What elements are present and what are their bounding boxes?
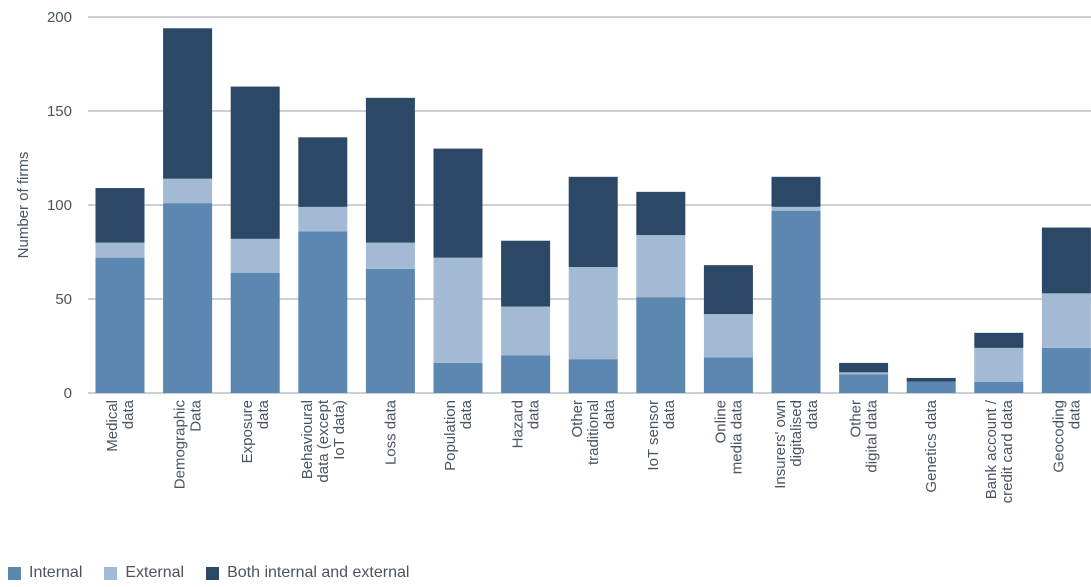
bar-segment <box>771 176 821 207</box>
legend-item: Internal <box>8 564 82 582</box>
bar-segment <box>365 242 415 269</box>
bar-segment <box>501 306 551 356</box>
x-tick-label: DemographicData <box>172 399 205 489</box>
bar-segment <box>974 381 1024 393</box>
legend-item: Both internal and external <box>206 564 409 582</box>
legend-swatch <box>206 566 220 580</box>
bar-segment <box>974 332 1024 348</box>
bar-segment <box>1041 347 1091 393</box>
bar-segment <box>230 238 280 273</box>
bar-segment <box>974 347 1024 382</box>
x-tick-label: Bank account /credit card data <box>983 399 1016 503</box>
bar-segment <box>501 240 551 307</box>
bar-segment <box>163 178 213 204</box>
bar-segment <box>433 257 483 363</box>
bar-segment <box>365 268 415 393</box>
bar-segment <box>163 203 213 393</box>
x-tick-label: Populationdata <box>442 399 475 471</box>
y-tick-labels: 0 50 100 150 200 <box>47 9 72 402</box>
y-tick-label: 0 <box>64 385 72 402</box>
x-tick-label: Loss data <box>382 399 399 465</box>
x-tick-label: Onlinemedia data <box>712 399 745 474</box>
legend-label: Internal <box>29 564 83 581</box>
legend-swatch <box>104 566 118 580</box>
x-tick-label: Otherdigital data <box>848 399 881 472</box>
bar-segment <box>365 97 415 243</box>
bar-segment <box>636 297 686 393</box>
x-tick-label: IoT sensordata <box>645 399 678 470</box>
bar-segment <box>839 374 889 393</box>
bar-segment <box>703 357 753 393</box>
bar-segment <box>636 191 686 236</box>
legend-label: External <box>125 564 185 581</box>
bar-segment <box>568 359 618 393</box>
bar-segment <box>95 257 145 393</box>
x-tick-labels: Medicaldata DemographicData Exposuredata Be… <box>104 399 1083 503</box>
y-axis-label: Number of firms <box>15 152 32 259</box>
x-tick-label: Exposuredata <box>239 399 272 463</box>
bar-segment <box>298 137 348 207</box>
bar-segment <box>771 206 821 211</box>
bar-segment <box>163 28 213 179</box>
x-tick-label: Genetics data <box>923 399 940 492</box>
bar-segment <box>568 267 618 360</box>
bar-segment <box>906 381 956 393</box>
x-tick-label: Insurers' owndigitaliseddata <box>772 399 821 488</box>
bar-segment <box>703 314 753 358</box>
bar-segment <box>839 362 889 373</box>
bar-segment <box>95 188 145 243</box>
bar-segment <box>703 265 753 315</box>
bar-segment <box>433 148 483 258</box>
bar-segment <box>636 235 686 298</box>
bar-segment <box>839 372 889 375</box>
bar-segment <box>230 86 280 239</box>
y-tick-label: 150 <box>47 103 72 120</box>
y-tick-label: 100 <box>47 197 72 214</box>
bar-segment <box>906 377 956 382</box>
bar-segment <box>568 176 618 268</box>
bars <box>95 28 1091 393</box>
y-tick-label: 50 <box>55 291 72 308</box>
x-tick-label: Hazarddata <box>510 399 543 448</box>
x-tick-label: Medicaldata <box>104 399 137 451</box>
bar-segment <box>95 242 145 258</box>
legend: Internal External Both internal and extern… <box>8 564 431 582</box>
legend-swatch <box>8 566 21 580</box>
x-tick-label: Geocodingdata <box>1050 399 1083 472</box>
bar-segment <box>1041 293 1091 348</box>
bar-segment <box>433 362 483 393</box>
x-tick-label: Othertraditionaldata <box>569 399 618 465</box>
bar-segment <box>230 272 280 393</box>
legend-item: External <box>104 564 184 582</box>
bar-segment <box>298 231 348 393</box>
y-tick-label: 200 <box>47 9 72 26</box>
bar-segment <box>771 210 821 393</box>
bar-segment <box>501 355 551 393</box>
bar-segment <box>298 206 348 232</box>
x-tick-label: Behaviouraldata (exceptIoT data) <box>299 399 348 482</box>
bar-segment <box>1041 227 1091 294</box>
legend-label: Both internal and external <box>227 564 410 581</box>
